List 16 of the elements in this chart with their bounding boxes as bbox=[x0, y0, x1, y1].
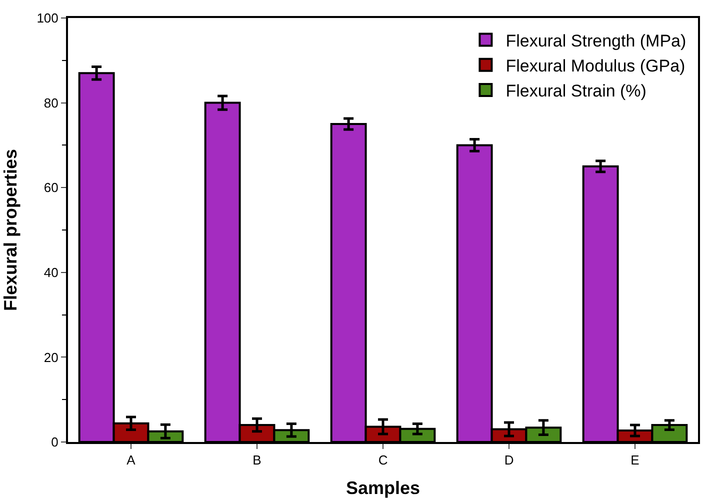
x-tick-label: E bbox=[630, 452, 640, 468]
y-tick-label: 60 bbox=[44, 180, 58, 196]
x-tick-label: A bbox=[126, 452, 136, 468]
x-tick-label: B bbox=[252, 452, 262, 468]
x-tick-label: D bbox=[504, 452, 514, 468]
x-tick-label: C bbox=[378, 452, 388, 468]
x-axis-title: Samples bbox=[346, 478, 420, 498]
y-tick-label: 100 bbox=[36, 10, 58, 26]
y-tick-label: 40 bbox=[44, 264, 58, 280]
y-axis-title: Flexural properties bbox=[0, 148, 20, 312]
legend-label: Flexural Modulus (GPa) bbox=[506, 56, 686, 76]
legend-label: Flexural Strain (%) bbox=[506, 82, 646, 101]
legend-label: Flexural Strength (MPa) bbox=[506, 31, 686, 50]
y-tick-label: 0 bbox=[51, 434, 58, 450]
y-tick-label: 80 bbox=[44, 95, 58, 110]
y-tick-label: 20 bbox=[44, 350, 58, 365]
